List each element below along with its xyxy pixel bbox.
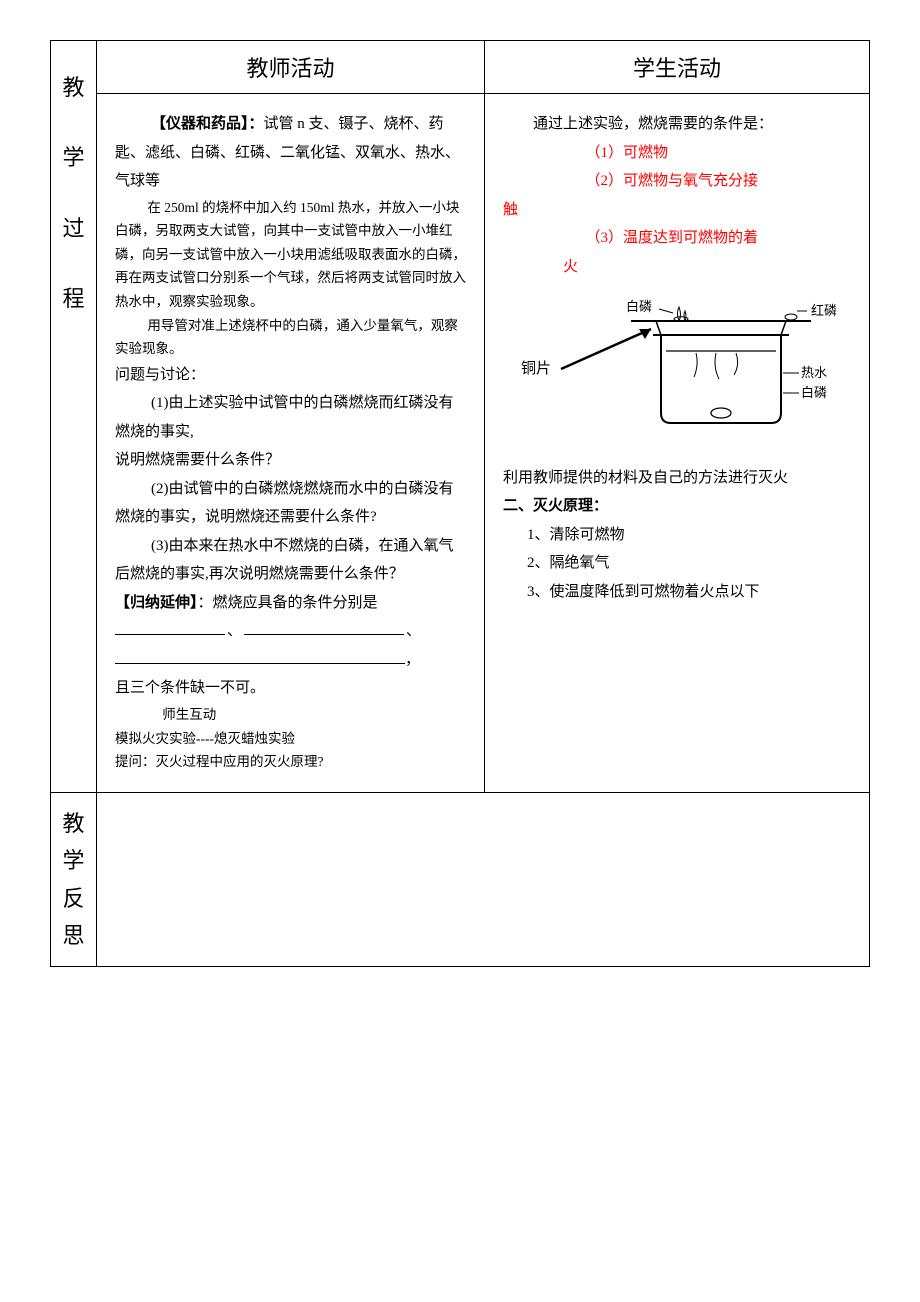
side-char: 程 <box>55 264 92 334</box>
equipment-label: 【仪器和药品】： <box>151 116 264 132</box>
side-char: 教 <box>55 805 92 842</box>
side-process: 教 学 过 程 <box>51 41 97 793</box>
separator: 、 <box>406 623 421 639</box>
question-2: (2)由试管中的白磷燃烧燃烧而水中的白磷没有燃烧的事实，说明燃烧还需要什么条件? <box>115 475 466 532</box>
header-student: 学生活动 <box>485 41 870 94</box>
side-char: 思 <box>55 917 92 954</box>
extension-para: 【归纳延伸】：燃烧应具备的条件分别是 <box>115 589 466 618</box>
separator: 、 <box>227 623 242 639</box>
ask-line: 提问：灭火过程中应用的灭火原理? <box>115 750 466 774</box>
label-hongp: 红磷 <box>811 303 837 318</box>
side-char: 反 <box>55 880 92 917</box>
question-1b: 说明燃烧需要什么条件？ <box>115 446 466 475</box>
principle-2: 2、隔绝氧气 <box>503 549 855 578</box>
extension-body: ：燃烧应具备的条件分别是 <box>198 595 378 611</box>
question-1a: (1)由上述实验中试管中的白磷燃烧而红磷没有燃烧的事实, <box>115 389 466 446</box>
principle-1: 1、清除可燃物 <box>503 521 855 550</box>
condition-2b: 触 <box>503 196 855 225</box>
condition-3a: （3）温度达到可燃物的着 <box>503 224 855 253</box>
lesson-table: 教 学 过 程 教师活动 学生活动 【仪器和药品】：试管 n 支、镊子、烧杯、药… <box>50 40 870 967</box>
side-char: 过 <box>55 194 92 264</box>
header-row: 教 学 过 程 教师活动 学生活动 <box>51 41 870 94</box>
question-3: (3)由本来在热水中不燃烧的白磷，在通入氧气后燃烧的事实,再次说明燃烧需要什么条… <box>115 532 466 589</box>
side-char: 教 <box>55 53 92 123</box>
extinguish-title: 二、灭火原理： <box>503 498 608 514</box>
use-materials: 利用教师提供的材料及自己的方法进行灭火 <box>503 464 855 493</box>
student-intro: 通过上述实验，燃烧需要的条件是： <box>503 110 855 139</box>
label-baip: 白磷 <box>626 299 652 314</box>
student-activity: 通过上述实验，燃烧需要的条件是： （1）可燃物 （2）可燃物与氧气充分接 触 （… <box>485 94 870 793</box>
principle-3: 3、使温度降低到可燃物着火点以下 <box>503 578 855 607</box>
label-reshui: 热水 <box>801 365 827 380</box>
teacher-activity: 【仪器和药品】：试管 n 支、镊子、烧杯、药匙、滤纸、白磷、红磷、二氧化锰、双氧… <box>97 94 485 793</box>
simulation-line: 模拟火灾实验----熄灭蜡烛实验 <box>115 727 466 751</box>
content-row: 【仪器和药品】：试管 n 支、镊子、烧杯、药匙、滤纸、白磷、红磷、二氧化锰、双氧… <box>51 94 870 793</box>
interaction-line: 师生互动 <box>115 703 466 727</box>
discussion-label: 问题与讨论： <box>115 361 466 390</box>
section-2-title: 二、灭火原理： <box>503 492 855 521</box>
label-tongpian: 铜片 <box>521 360 551 377</box>
comma: ， <box>405 652 420 668</box>
header-teacher: 教师活动 <box>97 41 485 94</box>
procedure-1: 在 250ml 的烧杯中加入约 150ml 热水，并放入一小块白磷，另取两支大试… <box>115 196 466 314</box>
procedure-2: 用导管对准上述烧杯中的白磷，通入少量氧气，观察实验现象。 <box>115 314 466 361</box>
side-char: 学 <box>55 123 92 193</box>
extension-label: 【归纳延伸】 <box>115 595 198 611</box>
document-page: 教 学 过 程 教师活动 学生活动 【仪器和药品】：试管 n 支、镊子、烧杯、药… <box>50 40 870 967</box>
condition-3b: 火 <box>503 253 855 282</box>
label-baip2: 白磷 <box>801 385 827 400</box>
reflection-row: 教 学 反 思 <box>51 792 870 967</box>
extension-tail: 且三个条件缺一不可。 <box>115 674 466 703</box>
experiment-diagram: 白磷 红磷 热水 白磷 铜片 <box>511 295 855 446</box>
blanks-line-1: 、、 <box>115 617 466 646</box>
side-char: 学 <box>55 842 92 879</box>
side-reflection: 教 学 反 思 <box>51 792 97 967</box>
blank-2 <box>244 620 404 635</box>
condition-2a: （2）可燃物与氧气充分接 <box>503 167 855 196</box>
blank-1 <box>115 620 225 635</box>
beaker-diagram-icon: 白磷 红磷 热水 白磷 铜片 <box>511 295 851 435</box>
blanks-line-2: ， <box>115 646 466 675</box>
equipment-para: 【仪器和药品】：试管 n 支、镊子、烧杯、药匙、滤纸、白磷、红磷、二氧化锰、双氧… <box>115 110 466 196</box>
blank-3 <box>115 649 405 664</box>
reflection-body <box>97 792 870 967</box>
condition-1: （1）可燃物 <box>503 139 855 168</box>
